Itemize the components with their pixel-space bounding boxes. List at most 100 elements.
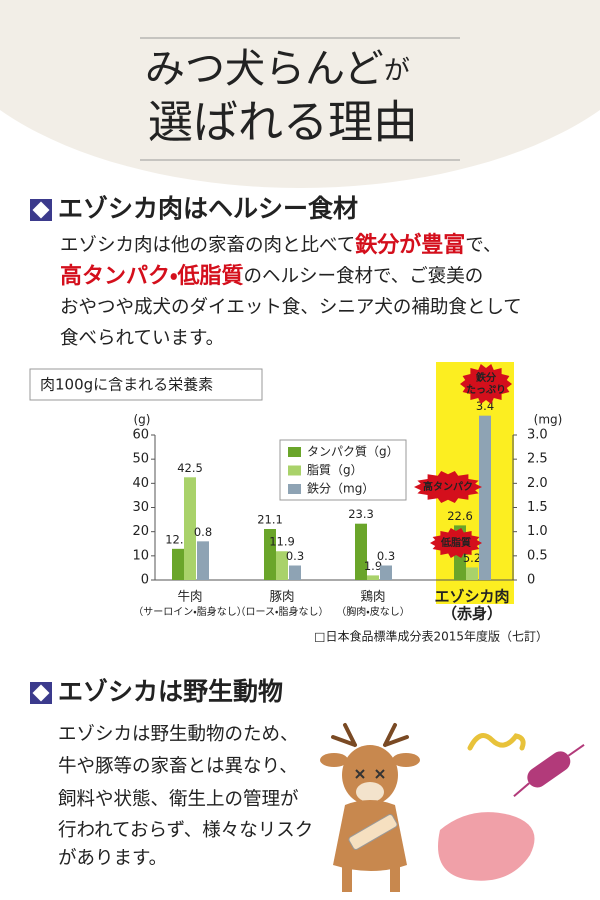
deer-leg [342,860,352,892]
y2-tick-label: 1.0 [527,524,548,539]
paragraph-line: 高タンパク・低脂質のヘルシー食材で、ご褒美の [60,263,483,289]
y2-tick-label: 0 [527,573,535,588]
paragraph-segment: 高タンパク・低脂質 [60,263,243,289]
y-tick-label: 40 [132,476,149,491]
data-label: 42.5 [177,461,203,475]
paragraph-line: 飼料や状態、衛生上の管理が [58,789,299,810]
y2-tick-label: 2.5 [527,452,548,467]
deer-ear [320,753,348,767]
x-tick-note: （赤身） [442,605,502,623]
x-tick-note: （サーロイン・脂身なし） [133,605,246,618]
illustration [320,723,585,892]
data-label: 0.8 [194,525,212,539]
paragraph-segment: があります。 [58,848,167,869]
deer-eyes [355,769,385,779]
legend-swatch [288,465,301,476]
paragraph-line: 行われておらず、様々なリスク [58,820,313,841]
callout-text: たっぷり [466,384,506,396]
title-particle: が [384,56,410,86]
header-title: みつ犬らんどが [145,46,410,92]
paragraph-segment: エゾシカは野生動物のため、 [58,724,299,745]
bacteria-icon [513,743,585,798]
chart-title-box [29,368,263,401]
bandage [348,814,398,850]
data-label: 1.9 [364,559,382,573]
paragraph-segment: 牛や豚等の家畜とは異なり、 [58,756,298,777]
callout-badge [430,528,482,558]
y-axis-label: (g) [134,413,151,427]
data-label: 23.3 [348,507,374,521]
paragraph-segment: のヘルシー食材で、ご褒美の [243,266,483,287]
callout-text: 鉄分 [475,371,497,384]
y-tick-label: 30 [132,500,149,515]
bar [264,529,276,580]
y2-tick-label: 0.5 [527,548,548,563]
deer-ear [392,753,420,767]
paragraph-line: エゾシカ肉は他の家畜の肉と比べて鉄分が豊富で、 [60,232,502,258]
bar [479,415,491,580]
section-heading: エゾシカ肉はヘルシー食材 [58,194,358,223]
bar [466,567,478,580]
heading-icon-diamond [32,684,50,702]
chart-source: □日本食品標準成分表2015年度版（七訂） [314,629,548,644]
chart-title: 肉100gに含まれる栄養素 [40,376,213,394]
data-label: 5.2 [463,551,481,565]
paragraph-segment: 鉄分が豊富 [354,232,465,258]
x-tick-label: 牛肉 [177,589,202,604]
legend-label: 脂質（g） [307,462,363,477]
bar [172,548,184,580]
x-tick-label: エゾシカ肉 [434,588,509,606]
y-tick-label: 0 [141,573,149,588]
paragraph-line: があります。 [58,848,167,869]
paragraph-segment: 飼料や状態、衛生上の管理が [58,789,299,810]
x-tick-label: 豚肉 [269,589,294,604]
paragraph-line: 牛や豚等の家畜とは異なり、 [58,756,298,777]
data-label: 11.9 [269,535,295,549]
section-heading: エゾシカは野生動物 [58,677,283,706]
paragraph-segment: エゾシカ肉は他の家畜の肉と比べて [60,235,355,256]
header-title: 選ばれる理由 [148,96,418,149]
legend-label: 鉄分（mg） [307,481,374,496]
deer-antler [331,723,409,747]
bar [184,477,196,580]
paragraph-line: エゾシカは野生動物のため、 [58,724,299,745]
callout-badge [460,364,512,404]
callout-text: 低脂質 [440,536,471,549]
deer-muzzle [356,782,384,802]
data-label: 22.6 [447,509,473,523]
bar [289,565,301,580]
header-background [0,0,600,188]
data-label: 21.1 [257,513,283,527]
y-tick-label: 60 [132,428,149,443]
bar [197,541,209,580]
y2-axis-label: (mg) [534,413,563,427]
paragraph-line: 食べられています。 [60,328,224,349]
bar [380,565,392,580]
y-tick-label: 10 [132,548,149,563]
y2-tick-label: 1.5 [527,500,548,515]
paragraph-segment: おやつや成犬のダイエット食、シニア犬の補助食として [60,297,522,318]
x-tick-label: 鶏肉 [360,589,385,604]
y-tick-label: 20 [132,524,149,539]
data-label: 0.3 [377,549,395,563]
paragraph-line: おやつや成犬のダイエット食、シニア犬の補助食として [60,297,522,318]
callout-text: 高タンパク [423,480,473,493]
data-label: 0.3 [286,549,304,563]
y2-tick-label: 2.0 [527,476,548,491]
bar [367,575,379,580]
bar [276,551,288,580]
callout-badge [414,471,482,503]
parasite-icon [467,733,526,751]
paragraph-segment: で、 [465,235,501,256]
x-tick-note: （ロース・脂身なし） [236,605,329,618]
y-tick-label: 50 [132,452,149,467]
liver-icon [438,812,535,881]
y2-tick-label: 3.0 [527,428,548,443]
deer-head [342,745,398,805]
bar [355,523,367,580]
deer-leg [390,860,400,892]
legend-label: タンパク質（g） [307,444,399,459]
